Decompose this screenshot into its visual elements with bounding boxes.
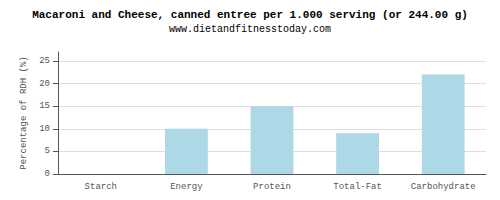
- svg-text:15: 15: [39, 101, 50, 111]
- svg-text:25: 25: [39, 56, 50, 66]
- svg-text:Percentage of RDH (%): Percentage of RDH (%): [19, 56, 29, 169]
- svg-text:Carbohydrate: Carbohydrate: [411, 182, 476, 192]
- svg-text:0: 0: [45, 169, 50, 179]
- svg-text:Macaroni and Cheese, canned en: Macaroni and Cheese, canned entree per 1…: [32, 9, 468, 21]
- svg-text:Energy: Energy: [170, 182, 203, 192]
- svg-text:10: 10: [39, 124, 50, 134]
- svg-text:5: 5: [45, 146, 50, 156]
- svg-text:www.dietandfitnesstoday.com: www.dietandfitnesstoday.com: [169, 24, 331, 35]
- svg-text:Total-Fat: Total-Fat: [333, 182, 382, 192]
- svg-text:Protein: Protein: [253, 182, 291, 192]
- svg-text:20: 20: [39, 79, 50, 89]
- svg-text:Starch: Starch: [85, 182, 117, 192]
